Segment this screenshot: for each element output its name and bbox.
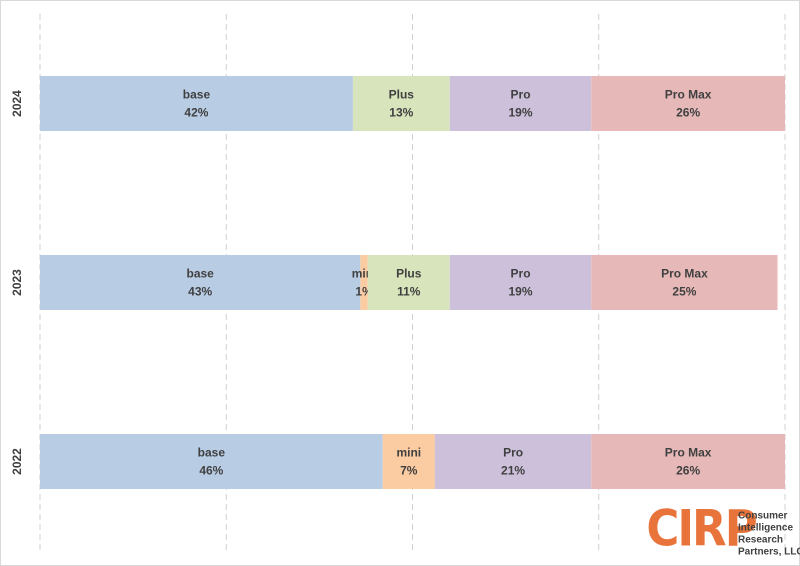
category-label: 2023 bbox=[10, 269, 24, 296]
bar-segment bbox=[360, 255, 368, 310]
logo-line: Consumer bbox=[738, 511, 788, 522]
value-label: 26% bbox=[676, 464, 700, 478]
segment-name: Pro bbox=[503, 446, 523, 460]
segment-name: Pro bbox=[511, 88, 531, 102]
segment-name: Plus bbox=[396, 267, 422, 281]
value-label: 19% bbox=[509, 285, 533, 299]
segment-name: base bbox=[186, 267, 214, 281]
value-label: 43% bbox=[188, 285, 212, 299]
segment-name: Pro Max bbox=[665, 88, 712, 102]
bar-segment bbox=[449, 76, 592, 131]
segment-name: mini bbox=[396, 446, 421, 460]
logo-line: Partners, LLC bbox=[738, 547, 800, 558]
segment-name: base bbox=[198, 446, 226, 460]
segment-name: base bbox=[183, 88, 211, 102]
value-label: 13% bbox=[389, 106, 413, 120]
bar-segment bbox=[434, 434, 592, 489]
value-label: 19% bbox=[509, 106, 533, 120]
segment-name: Pro Max bbox=[661, 267, 708, 281]
bar-segment bbox=[367, 255, 450, 310]
bars: base 42% Plus 13% Pro 19% Pro Max 26% base 43% min… bbox=[40, 76, 785, 489]
bar-segment bbox=[352, 76, 450, 131]
value-label: 7% bbox=[400, 464, 418, 478]
bar-segment bbox=[591, 434, 785, 489]
segment-name: Plus bbox=[389, 88, 415, 102]
value-label: 21% bbox=[501, 464, 525, 478]
bar-segment bbox=[382, 434, 435, 489]
bar-segment bbox=[40, 255, 361, 310]
bar-segment bbox=[591, 255, 778, 310]
bar-segment bbox=[591, 76, 785, 131]
bar-segment bbox=[40, 76, 353, 131]
value-label: 11% bbox=[397, 285, 421, 299]
logo-mark: CIRP bbox=[646, 500, 756, 558]
logo-line: Intelligence bbox=[738, 523, 793, 534]
value-label: 42% bbox=[184, 106, 208, 120]
bar-segment bbox=[40, 434, 383, 489]
value-label: 25% bbox=[672, 285, 696, 299]
category-label: 2022 bbox=[10, 448, 24, 475]
bar-segment bbox=[449, 255, 592, 310]
logo-line: Research bbox=[738, 535, 783, 546]
value-label: 26% bbox=[676, 106, 700, 120]
segment-name: Pro bbox=[511, 267, 531, 281]
category-label: 2024 bbox=[10, 90, 24, 117]
value-label: 46% bbox=[199, 464, 223, 478]
segment-name: Pro Max bbox=[665, 446, 712, 460]
